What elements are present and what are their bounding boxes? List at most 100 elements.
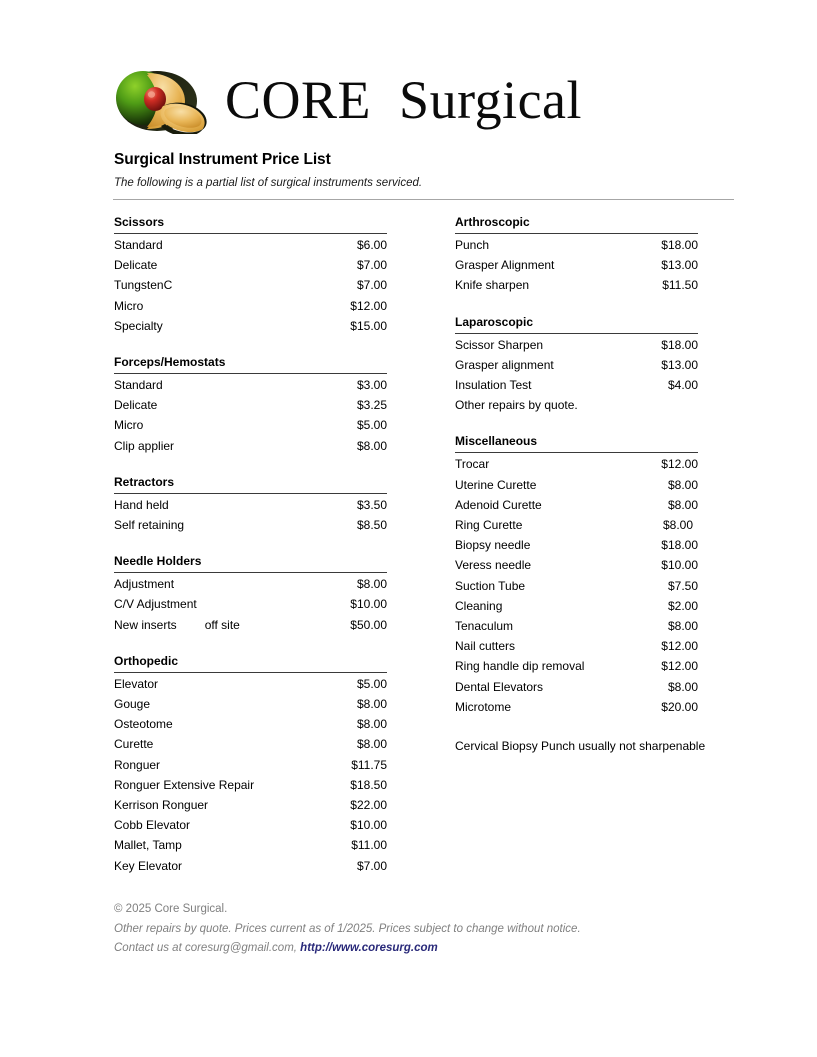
website-link[interactable]: http://www.coresurg.com bbox=[300, 942, 438, 954]
price-row: Mallet, Tamp $11.00 bbox=[114, 835, 387, 855]
price-row-amount: $5.00 bbox=[356, 676, 387, 691]
brand-wordmark: CORE Surgical bbox=[225, 64, 582, 136]
section-divider bbox=[114, 373, 387, 375]
price-row: Grasper Alignment $13.00 bbox=[455, 255, 698, 275]
footer-copyright: © 2025 Core Surgical. bbox=[114, 903, 228, 915]
price-row: Clip applier $8.00 bbox=[114, 436, 387, 456]
price-row-label: Clip applier bbox=[114, 438, 175, 453]
price-row-label: Suction Tube bbox=[455, 578, 526, 593]
price-row-label: Ronguer bbox=[114, 757, 161, 772]
wordmark-surgical: Surgical bbox=[399, 70, 583, 130]
price-row-amount: $12.00 bbox=[661, 659, 698, 674]
section-title: Needle Holders bbox=[114, 554, 202, 569]
price-row: Grasper alignment $13.00 bbox=[455, 355, 698, 375]
price-row-label: Kerrison Ronguer bbox=[114, 798, 209, 813]
price-section: Forceps/Hemostats Standard $3.00 Delicate $3… bbox=[114, 354, 387, 456]
price-row-label: Microtome bbox=[455, 699, 512, 714]
price-row: Standard $3.00 bbox=[114, 375, 387, 395]
price-row-label: Ronguer Extensive Repair bbox=[114, 777, 255, 792]
price-row: New inserts off site $50.00 bbox=[114, 615, 387, 635]
price-row-label: Micro bbox=[114, 418, 144, 433]
price-row: Elevator $5.00 bbox=[114, 674, 387, 694]
section-title: Forceps/Hemostats bbox=[114, 355, 226, 370]
price-row: Veress needle $10.00 bbox=[455, 555, 698, 575]
price-row-amount: $20.00 bbox=[661, 699, 698, 714]
price-section: Laparoscopic Scissor Sharpen $18.00 Grasper… bbox=[455, 314, 698, 416]
price-row: Micro $5.00 bbox=[114, 415, 387, 435]
price-section: Miscellaneous Trocar $12.00 Uterine Curette… bbox=[455, 433, 706, 756]
price-row-amount: $12.00 bbox=[350, 298, 387, 313]
price-row-amount: $8.00 bbox=[662, 518, 693, 533]
price-row: Curette $8.00 bbox=[114, 734, 387, 754]
price-row-label: Ring handle dip removal bbox=[455, 659, 585, 674]
price-row-label: Osteotome bbox=[114, 717, 173, 732]
price-row: Osteotome $8.00 bbox=[114, 714, 387, 734]
price-row-amount: $18.00 bbox=[661, 337, 698, 352]
price-row-label: Key Elevator bbox=[114, 858, 183, 873]
price-row: C/V Adjustment $10.00 bbox=[114, 594, 387, 614]
price-row-label: Dental Elevators bbox=[455, 679, 544, 694]
price-row-label: Elevator bbox=[114, 676, 159, 691]
section-title: Orthopedic bbox=[114, 653, 179, 668]
price-column-right: Arthroscopic Punch $18.00 Grasper Alignment… bbox=[455, 214, 706, 756]
section-divider bbox=[455, 233, 698, 234]
price-row-amount: $15.00 bbox=[350, 318, 387, 333]
section-footnote: Cervical Biopsy Punch usually not sharpe… bbox=[455, 739, 706, 754]
price-row: Nail cutters $12.00 bbox=[455, 636, 698, 656]
price-row-amount: $8.00 bbox=[356, 717, 387, 732]
price-row: TungstenC $7.00 bbox=[114, 275, 387, 295]
section-divider bbox=[114, 492, 387, 494]
page-title: Surgical Instrument Price List bbox=[114, 151, 331, 168]
avocado-logo-icon bbox=[113, 68, 217, 137]
price-row-amount: $3.50 bbox=[356, 497, 387, 512]
section-title: Miscellaneous bbox=[455, 434, 538, 449]
price-row: Ring handle dip removal $12.00 bbox=[455, 656, 698, 676]
price-row-note-label: off site bbox=[204, 617, 240, 632]
section-divider bbox=[114, 572, 387, 574]
price-row-amount: $22.00 bbox=[350, 798, 387, 813]
price-row-label: Specialty bbox=[114, 318, 163, 333]
price-row: Dental Elevators $8.00 bbox=[455, 677, 698, 697]
price-row-label: Curette bbox=[114, 737, 154, 752]
price-row-label: Knife sharpen bbox=[455, 278, 530, 293]
price-row-amount: $7.50 bbox=[667, 578, 698, 593]
price-row-amount: $7.00 bbox=[356, 278, 387, 293]
price-row: Uterine Curette $8.00 bbox=[455, 475, 698, 495]
price-row-label: Veress needle bbox=[455, 558, 532, 573]
price-row-label: Standard bbox=[114, 238, 163, 252]
price-row-amount: $3.25 bbox=[356, 398, 387, 413]
price-row: Punch $18.00 bbox=[455, 235, 698, 255]
price-row-label: Nail cutters bbox=[455, 639, 516, 654]
price-row: Gouge $8.00 bbox=[114, 694, 387, 714]
price-row-label: C/V Adjustment bbox=[114, 597, 197, 612]
price-row-amount: $10.00 bbox=[350, 597, 387, 612]
footer-contact-text: Contact us at coresurg@gmail.com, bbox=[114, 942, 301, 954]
price-row-amount: $18.00 bbox=[661, 538, 698, 553]
price-row-amount: $2.00 bbox=[667, 598, 698, 613]
price-row-label: TungstenC bbox=[114, 278, 173, 293]
price-row-amount: $11.00 bbox=[351, 838, 387, 853]
wordmark-core: CORE bbox=[225, 70, 386, 130]
price-row: Ronguer $11.75 bbox=[114, 755, 387, 775]
price-row: Hand held $3.50 bbox=[114, 495, 387, 515]
price-row-label: Self retaining bbox=[114, 518, 185, 533]
price-row: Ring Curette $8.00 bbox=[455, 515, 698, 535]
price-row: Micro $12.00 bbox=[114, 296, 387, 316]
price-row-amount: $5.00 bbox=[356, 418, 387, 433]
footer-contact: Contact us at coresurg@gmail.com, http:/… bbox=[114, 939, 581, 959]
section-title: Retractors bbox=[114, 474, 175, 489]
price-row-label: Grasper alignment bbox=[455, 357, 554, 372]
price-column-left: Scissors Standard $6.00 Delicate $7.00 Tungst… bbox=[114, 214, 387, 876]
price-row-amount: $10.00 bbox=[350, 818, 387, 833]
price-row: Self retaining $8.50 bbox=[114, 515, 387, 535]
section-title: Arthroscopic bbox=[455, 215, 530, 229]
price-row-label: Insulation Test bbox=[455, 378, 532, 393]
price-row-label: New inserts bbox=[114, 617, 177, 632]
price-row-label: Gouge bbox=[114, 697, 151, 712]
price-row: Suction Tube $7.50 bbox=[455, 576, 698, 596]
section-divider bbox=[455, 452, 698, 454]
price-row: Key Elevator $7.00 bbox=[114, 856, 387, 876]
price-row-amount: $8.00 bbox=[667, 619, 698, 634]
price-row: Adjustment $8.00 bbox=[114, 574, 387, 594]
price-row: Knife sharpen $11.50 bbox=[455, 275, 698, 295]
